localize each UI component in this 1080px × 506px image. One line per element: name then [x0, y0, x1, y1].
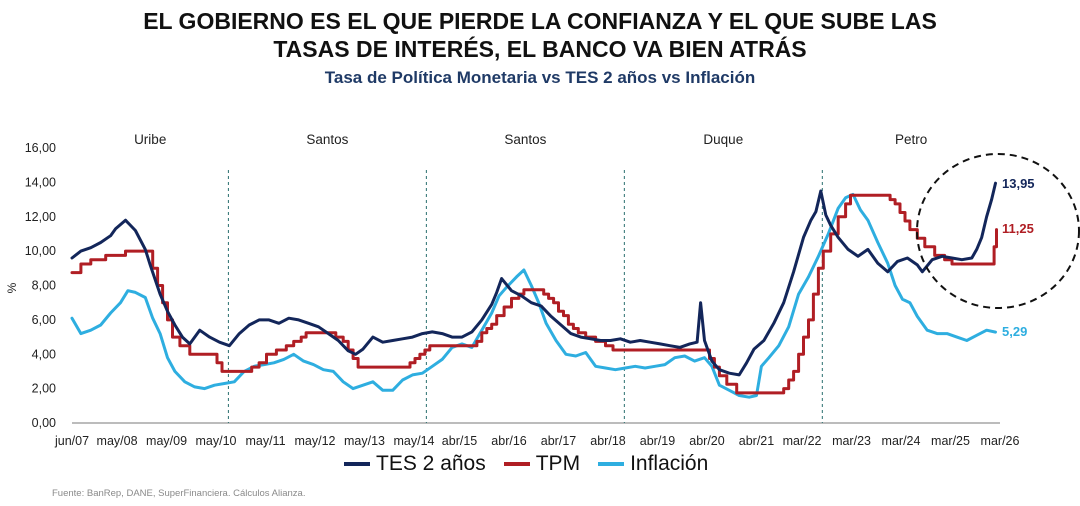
legend-item-inflacion: Inflación	[598, 452, 708, 476]
x-tick-label: may/10	[196, 434, 237, 448]
x-tick-label: mar/24	[882, 434, 921, 448]
period-label: Duque	[703, 132, 743, 147]
y-axis-title: %	[5, 282, 19, 293]
period-label: Santos	[306, 132, 348, 147]
highlight-circle	[916, 153, 1080, 309]
end-label-inflacion: 5,29	[1002, 324, 1027, 339]
series-line-inflacion	[70, 192, 997, 399]
chart-subtitle: Tasa de Política Monetaria vs TES 2 años…	[324, 68, 756, 87]
x-tick-label: mar/25	[931, 434, 970, 448]
y-tick-label: 12,00	[25, 210, 56, 224]
end-value-labels: 13,95 11,25 5,29	[1002, 176, 1035, 339]
x-tick-label: abr/19	[640, 434, 675, 448]
y-tick-label: 8,00	[32, 279, 56, 293]
x-tick-label: mar/23	[832, 434, 871, 448]
x-tick-label: abr/20	[689, 434, 724, 448]
legend-label-inflacion: Inflación	[630, 452, 709, 475]
legend-swatch-tes	[344, 462, 370, 466]
legend-item-tpm: TPM	[503, 452, 581, 476]
x-tick-label: may/08	[97, 434, 138, 448]
y-tick-label: 6,00	[32, 313, 56, 327]
period-separators: Uribe Santos Santos Duque Petro	[134, 132, 927, 423]
legend-label-tes: TES 2 años	[376, 452, 486, 475]
x-tick-label: abr/15	[442, 434, 477, 448]
x-tick-label: abr/18	[590, 434, 625, 448]
legend-item-tes: TES 2 años	[344, 452, 486, 476]
x-tick-label: mar/26	[981, 434, 1020, 448]
y-tick-label: 2,00	[32, 382, 56, 396]
y-tick-label: 14,00	[25, 175, 56, 189]
series-line-tes	[70, 181, 997, 377]
x-tick-label: may/12	[295, 434, 336, 448]
x-tick-label: may/14	[393, 434, 434, 448]
end-label-tes: 13,95	[1002, 176, 1035, 191]
x-tick-label: abr/17	[541, 434, 576, 448]
chart-title-line-1: EL GOBIERNO ES EL QUE PIERDE LA CONFIANZ…	[143, 8, 937, 34]
y-tick-label: 0,00	[32, 416, 56, 430]
end-label-tpm: 11,25	[1002, 221, 1034, 236]
y-tick-label: 16,00	[25, 141, 56, 155]
chart-series	[70, 181, 998, 399]
x-tick-label: may/11	[245, 434, 285, 448]
series-line-tpm	[70, 193, 998, 395]
chart-title-line-2: TASAS DE INTERÉS, EL BANCO VA BIEN ATRÁS	[273, 36, 807, 62]
x-tick-label: may/09	[146, 434, 187, 448]
source-note: Fuente: BanRep, DANE, SuperFinanciera. C…	[52, 488, 306, 499]
chart-legend: TES 2 años TPM Inflación	[344, 452, 708, 476]
y-tick-label: 4,00	[32, 347, 56, 361]
chart-axes: 0,00 2,00 4,00 6,00 8,00 10,00 12,00 14,00 16,00…	[5, 141, 1019, 448]
x-tick-label: abr/16	[491, 434, 526, 448]
period-label: Uribe	[134, 132, 166, 147]
x-tick-label: jun/07	[54, 434, 89, 448]
period-label: Santos	[504, 132, 546, 147]
x-tick-label: may/13	[344, 434, 385, 448]
legend-swatch-tpm	[503, 462, 530, 466]
y-tick-label: 10,00	[25, 244, 56, 258]
x-tick-label: abr/21	[739, 434, 774, 448]
legend-swatch-inflacion	[598, 462, 625, 466]
period-label: Petro	[895, 132, 927, 147]
legend-label-tpm: TPM	[535, 452, 581, 475]
x-tick-label: mar/22	[783, 434, 822, 448]
